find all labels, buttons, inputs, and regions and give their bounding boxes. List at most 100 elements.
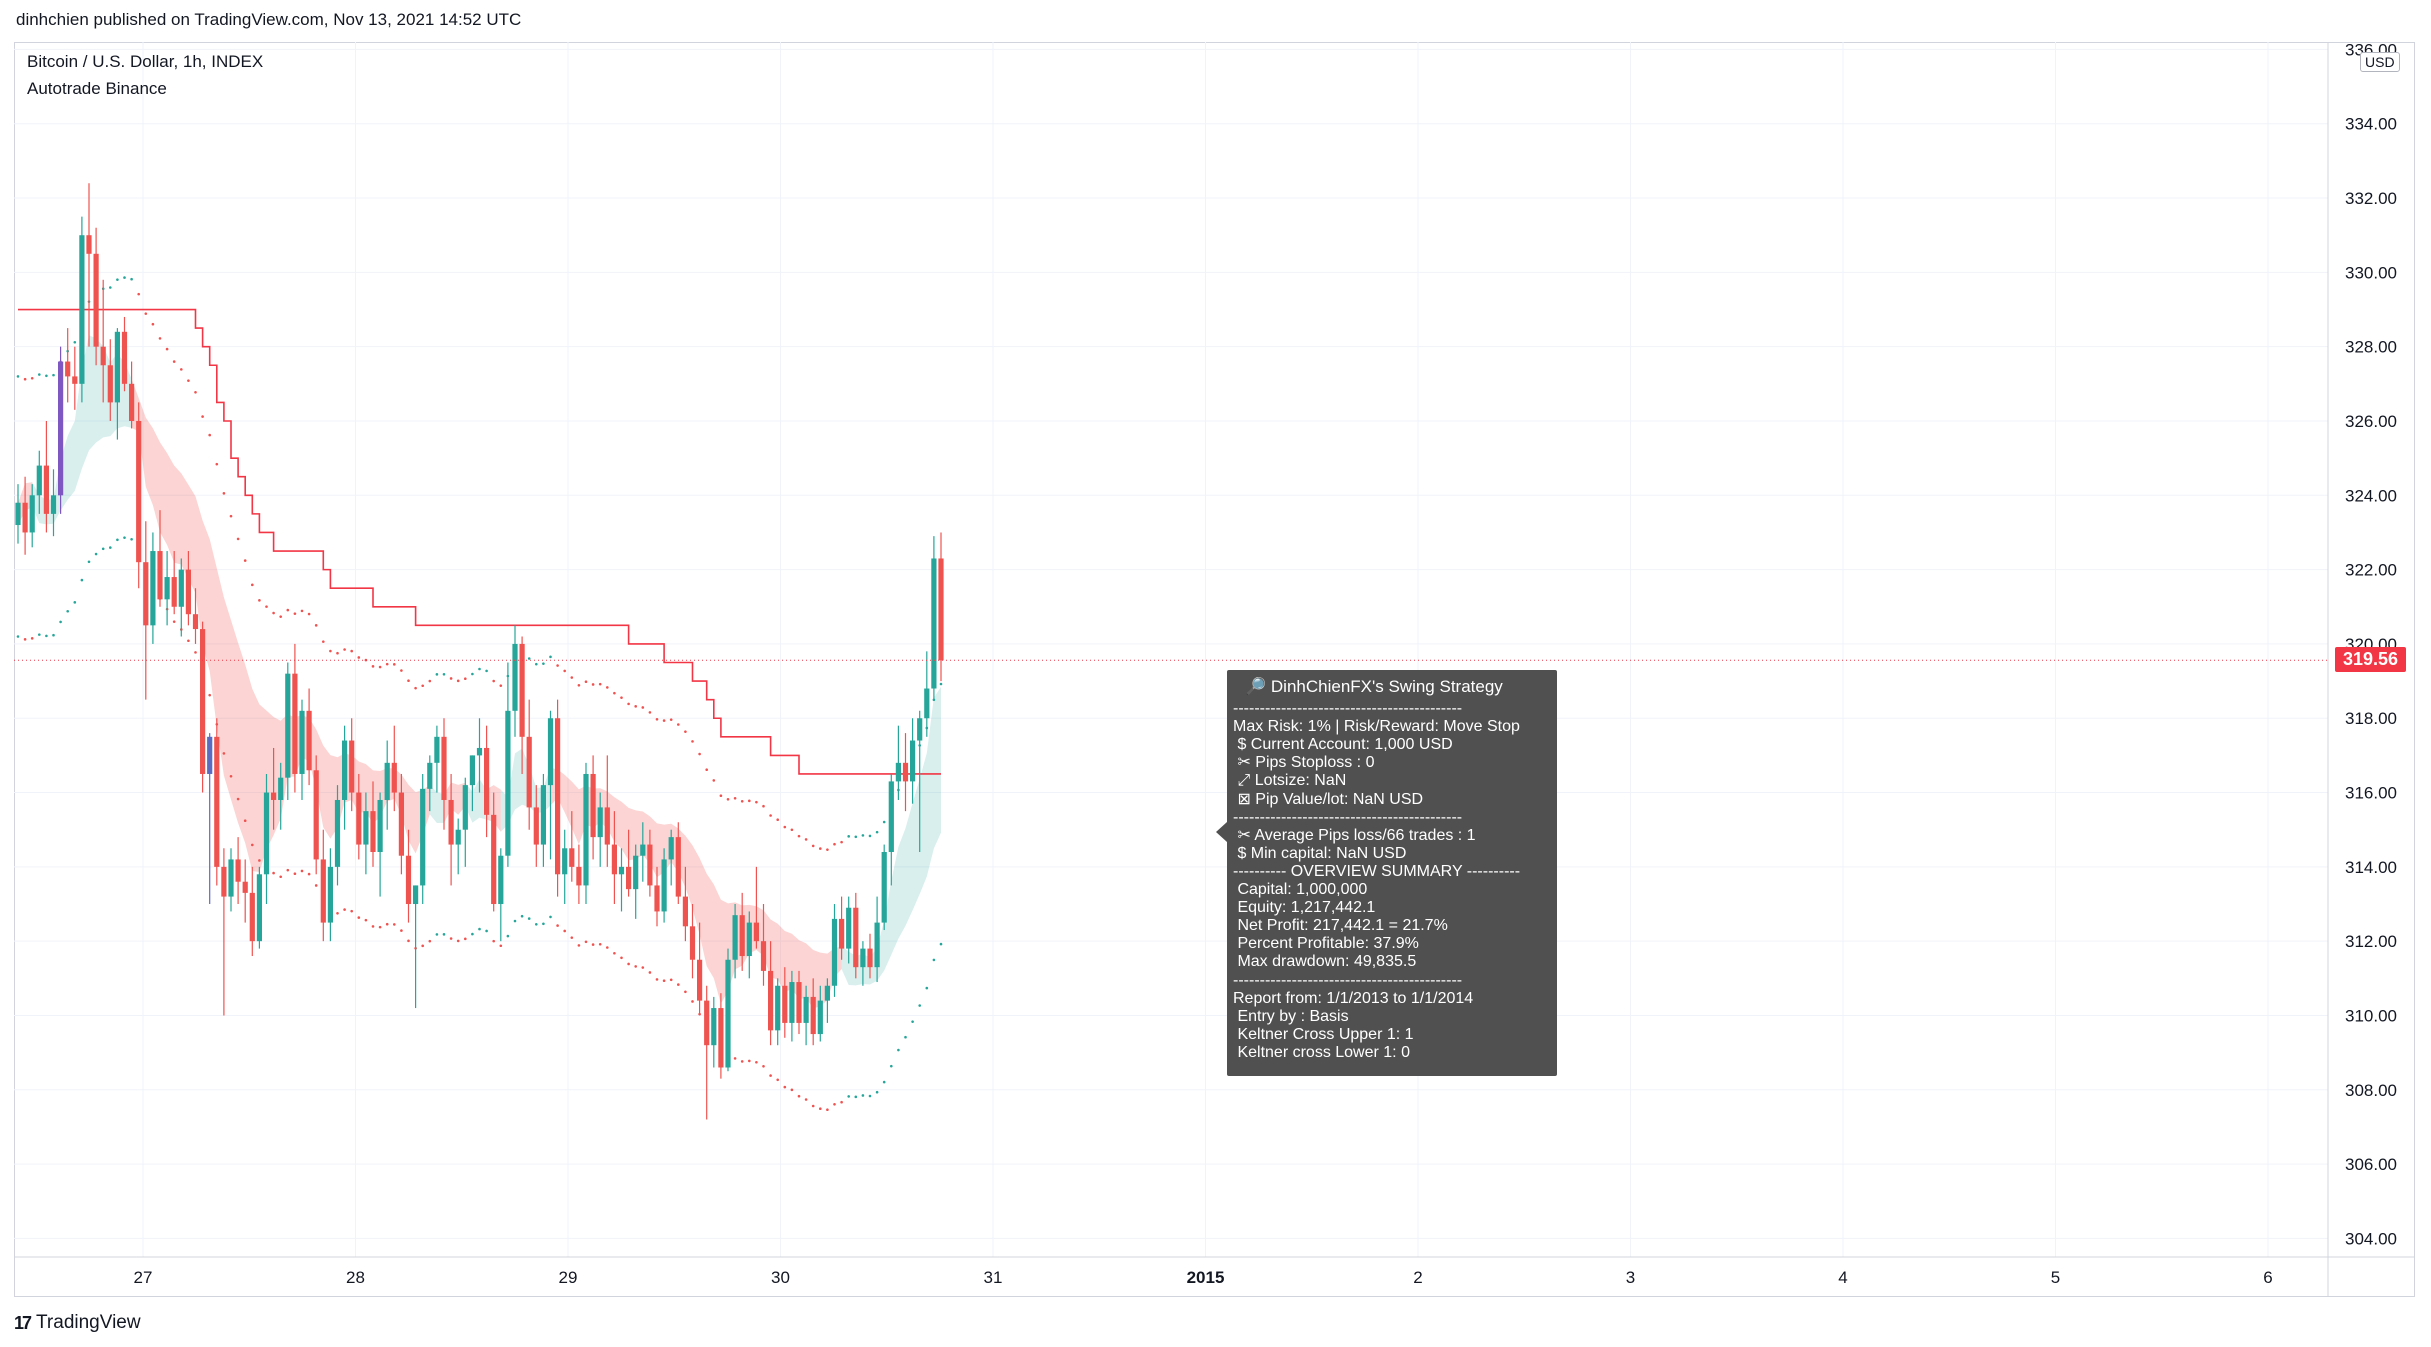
candle-body: [29, 495, 35, 533]
lower-band-dot: [648, 971, 652, 974]
lower-band-dot: [314, 884, 318, 887]
strategy-line: Percent Profitable: 37.9%: [1233, 935, 1419, 953]
upper-band-dot: [499, 684, 503, 687]
upper-band-dot: [478, 667, 481, 671]
candle-body: [526, 736, 532, 808]
candle-body: [200, 629, 206, 774]
upper-band-dot: [563, 669, 566, 673]
lower-band-dot: [293, 872, 297, 876]
upper-band-dot: [151, 322, 155, 326]
candle-body: [895, 762, 901, 782]
lower-band-dot: [478, 927, 481, 931]
upper-band-dot: [755, 800, 758, 804]
lower-band-dot: [23, 638, 27, 641]
upper-band-dot: [939, 682, 943, 686]
candle-body: [562, 848, 568, 875]
lower-band-dot: [847, 1095, 850, 1098]
cloud-bull: [429, 785, 444, 823]
upper-band-dot: [258, 599, 261, 602]
candle-body: [292, 673, 298, 774]
lower-band-dot: [620, 956, 623, 960]
candle-body: [547, 718, 554, 786]
upper-band-dot: [527, 657, 531, 660]
lower-band-dot: [109, 546, 112, 549]
candle-body: [342, 740, 348, 800]
candle-body: [711, 1008, 717, 1046]
lower-band-dot: [385, 922, 389, 926]
candle-body: [611, 844, 617, 875]
upper-band-dot: [684, 730, 687, 733]
candle-body: [739, 915, 745, 957]
upper-band-dot: [180, 368, 183, 371]
upper-band-dot: [371, 665, 375, 668]
lower-band-dot: [577, 944, 581, 947]
candles: [15, 183, 944, 1120]
lower-band-dot: [556, 924, 559, 927]
upper-band-dot: [343, 648, 346, 651]
lower-band-dot: [236, 797, 240, 801]
upper-band-dot: [314, 624, 318, 627]
candle-body: [420, 788, 426, 886]
candle-body: [789, 982, 795, 1023]
upper-band-dot: [286, 608, 290, 612]
cloud-bull: [465, 779, 487, 823]
candle-body: [732, 915, 738, 960]
candle-body: [249, 892, 255, 942]
lower-band-dot: [272, 871, 275, 875]
candle-body: [597, 807, 603, 838]
candle-body: [178, 569, 184, 607]
candle-body: [157, 551, 163, 600]
lower-band-dot: [549, 915, 552, 919]
strategy-line: Capital: 1,000,000: [1233, 881, 1368, 899]
candle-body: [668, 837, 674, 860]
footer[interactable]: 17 TradingView: [14, 1312, 141, 1334]
candle-body: [590, 773, 596, 838]
x-tick-label: 2015: [1187, 1268, 1225, 1287]
lower-band-dot: [733, 1057, 737, 1060]
upper-band-dot: [854, 835, 858, 839]
symbol-legend[interactable]: Bitcoin / U.S. Dollar, 1h, INDEX: [27, 52, 264, 71]
upper-band-dot: [30, 376, 34, 380]
candle-body: [285, 673, 291, 778]
currency-label[interactable]: USD: [2360, 52, 2400, 72]
upper-band-dot: [712, 779, 716, 782]
lower-band-dot: [840, 1100, 843, 1104]
indicator-legend[interactable]: Autotrade Binance: [27, 79, 167, 98]
upper-band-dot: [762, 804, 765, 808]
candle-body: [448, 799, 454, 845]
candle-body: [902, 762, 909, 782]
strategy-line: ----------------------------------------…: [1233, 700, 1463, 718]
upper-band-dot: [705, 768, 708, 772]
upper-band-dot: [740, 799, 744, 803]
x-tick-label: 5: [2051, 1268, 2060, 1287]
candle-body: [235, 859, 241, 882]
candle-body: [853, 907, 859, 968]
lower-band-dot: [279, 875, 283, 879]
candle-body: [540, 785, 546, 845]
axes: 304.00 306.00 308.00 310.00 312.00 314.00 316.…: [14, 40, 2415, 1297]
candle-body: [72, 376, 78, 384]
upper-band-dot: [748, 799, 751, 803]
upper-band-dot: [606, 686, 609, 689]
candle-body: [654, 885, 660, 912]
lower-band-dot: [336, 911, 339, 915]
strategy-line: Net Profit: 217,442.1 = 21.7%: [1233, 917, 1448, 935]
candle-body: [185, 569, 191, 615]
candle-body: [881, 852, 887, 923]
lower-band-dot: [819, 1107, 822, 1111]
candle-body: [207, 736, 213, 774]
strategy-line: Equity: 1,217,442.1: [1233, 899, 1376, 917]
lower-band-dot: [300, 869, 304, 873]
candle-body: [498, 855, 504, 905]
strategy-line: Max Risk: 1% | Risk/Reward: Move Stop: [1233, 718, 1520, 736]
candle-body: [427, 762, 433, 789]
candle-body: [555, 718, 561, 875]
upper-band-dot: [265, 605, 268, 608]
candle-body: [370, 811, 376, 852]
candle-body: [846, 907, 852, 949]
candle-body: [164, 577, 170, 600]
candle-body: [214, 736, 220, 867]
candle-body: [924, 688, 930, 719]
upper-band-dot: [819, 847, 822, 850]
